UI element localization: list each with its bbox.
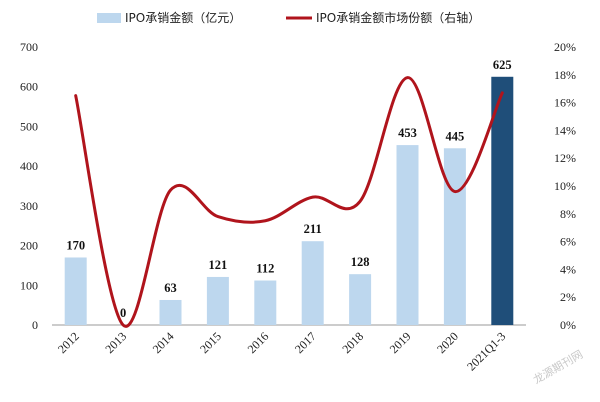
line-series xyxy=(74,76,504,328)
y2-tick-label: 18% xyxy=(554,68,576,82)
bar-value-label: 445 xyxy=(446,129,465,143)
x-tick-label: 2019 xyxy=(387,329,414,356)
bar-value-label: 121 xyxy=(209,258,228,272)
y-tick-label: 400 xyxy=(20,159,38,173)
x-tick-label: 2021Q1-3 xyxy=(464,329,508,373)
x-tick-label: 2020 xyxy=(434,329,461,356)
bar xyxy=(206,276,229,325)
bar-value-label: 63 xyxy=(164,281,177,295)
bar xyxy=(443,148,466,325)
bar-value-label: 0 xyxy=(120,306,126,320)
bar xyxy=(349,274,372,325)
y-tick-label: 100 xyxy=(20,278,38,292)
y2-tick-label: 12% xyxy=(554,151,576,165)
bar-value-label: 128 xyxy=(351,255,370,269)
bar xyxy=(396,145,419,325)
y2-tick-label: 14% xyxy=(554,123,576,137)
legend-label-bar: IPO承销金额（亿元） xyxy=(125,10,241,25)
y-tick-label: 200 xyxy=(20,239,38,253)
y2-tick-label: 8% xyxy=(560,207,576,221)
data-labels: 170 0 63 121 112 211 128 453 445 625 xyxy=(66,58,511,320)
bar xyxy=(301,241,324,325)
x-tick-label: 2014 xyxy=(150,329,177,356)
y2-tick-label: 4% xyxy=(560,262,576,276)
bar-value-label: 625 xyxy=(493,58,512,72)
y-tick-label: 300 xyxy=(20,199,38,213)
bar xyxy=(254,280,277,325)
x-tick-label: 2015 xyxy=(197,329,224,356)
x-tick-label: 2013 xyxy=(102,329,129,356)
axes: 0 100 200 300 400 500 600 700 0% 2% 4% 6% 8% 10% 12% 14… xyxy=(20,40,576,374)
y2-tick-label: 6% xyxy=(560,235,576,249)
bar-value-label: 170 xyxy=(66,238,85,252)
y-tick-label: 700 xyxy=(20,40,38,54)
bar xyxy=(491,76,514,326)
bar-value-label: 453 xyxy=(398,126,417,140)
y2-tick-label: 16% xyxy=(554,96,576,110)
x-tick-label: 2012 xyxy=(55,329,82,356)
y-tick-label: 0 xyxy=(32,318,38,332)
y2-tick-label: 10% xyxy=(554,179,576,193)
watermark: 龙源期刊网 xyxy=(531,347,586,387)
y2-tick-label: 20% xyxy=(554,40,576,54)
x-tick-label: 2016 xyxy=(245,329,272,356)
x-tick-label: 2018 xyxy=(339,329,366,356)
bar xyxy=(64,257,87,325)
legend: IPO承销金额（亿元） IPO承销金额市场份额（右轴） xyxy=(97,10,480,25)
share-line xyxy=(74,76,504,328)
bar-series xyxy=(64,76,514,326)
legend-swatch-bar xyxy=(97,13,121,23)
x-tick-label: 2017 xyxy=(292,329,319,356)
bar xyxy=(159,299,182,325)
bar-value-label: 112 xyxy=(256,262,274,276)
y-tick-label: 500 xyxy=(20,119,38,133)
y2-tick-label: 0% xyxy=(560,318,576,332)
y-tick-label: 600 xyxy=(20,80,38,94)
legend-label-line: IPO承销金额市场份额（右轴） xyxy=(316,10,480,25)
bar-value-label: 211 xyxy=(304,222,322,236)
y2-tick-label: 2% xyxy=(560,290,576,304)
